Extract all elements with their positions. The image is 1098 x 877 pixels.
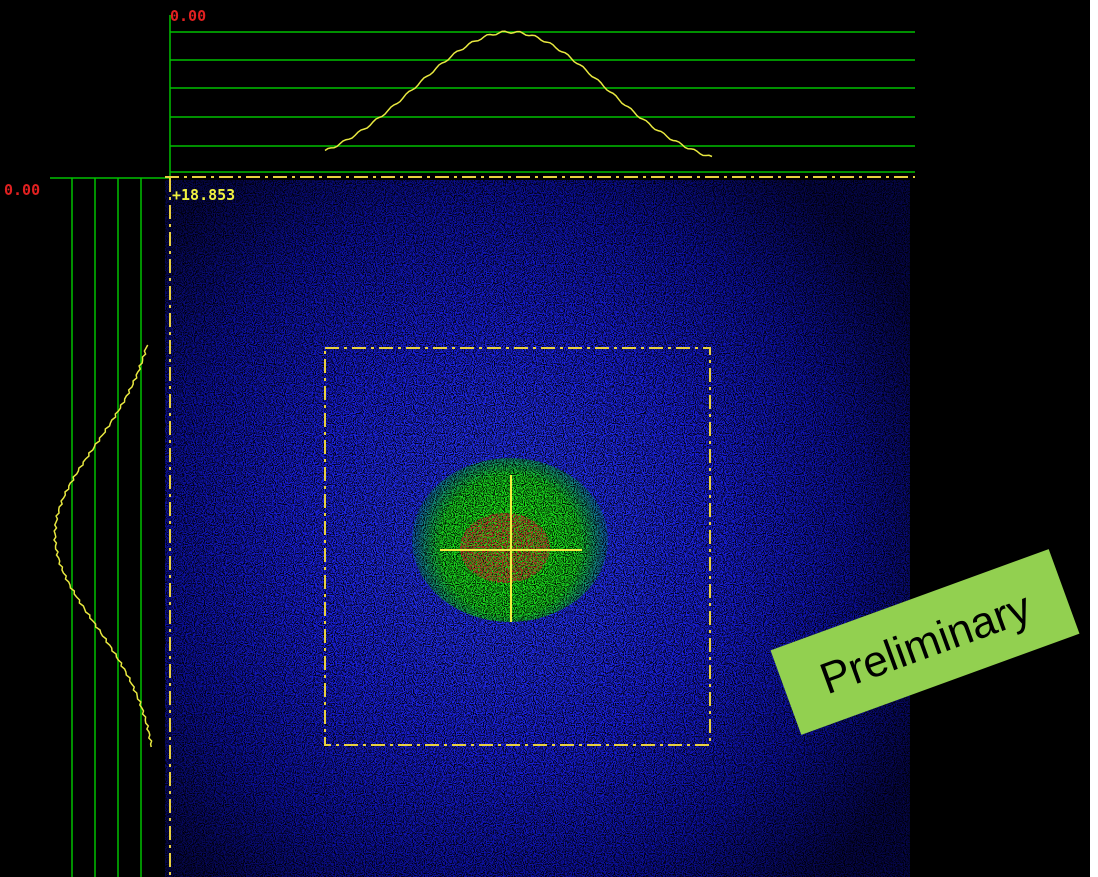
beam-peak [460, 513, 550, 583]
page: 0.00 0.00 +18.853 Preliminary (() => { c… [0, 0, 1098, 877]
left-scale-label: 0.00 [4, 181, 40, 199]
position-readout: +18.853 [172, 186, 235, 204]
top-scale-label: 0.00 [170, 7, 206, 25]
beam-profiler: 0.00 0.00 +18.853 Preliminary [0, 0, 1098, 877]
